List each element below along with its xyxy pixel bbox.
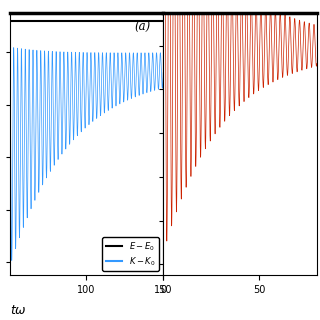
Legend: $E - E_0$, $K - K_0$: $E - E_0$, $K - K_0$ (102, 237, 159, 271)
Text: (a): (a) (135, 21, 151, 34)
Text: $t\omega$: $t\omega$ (10, 304, 27, 316)
